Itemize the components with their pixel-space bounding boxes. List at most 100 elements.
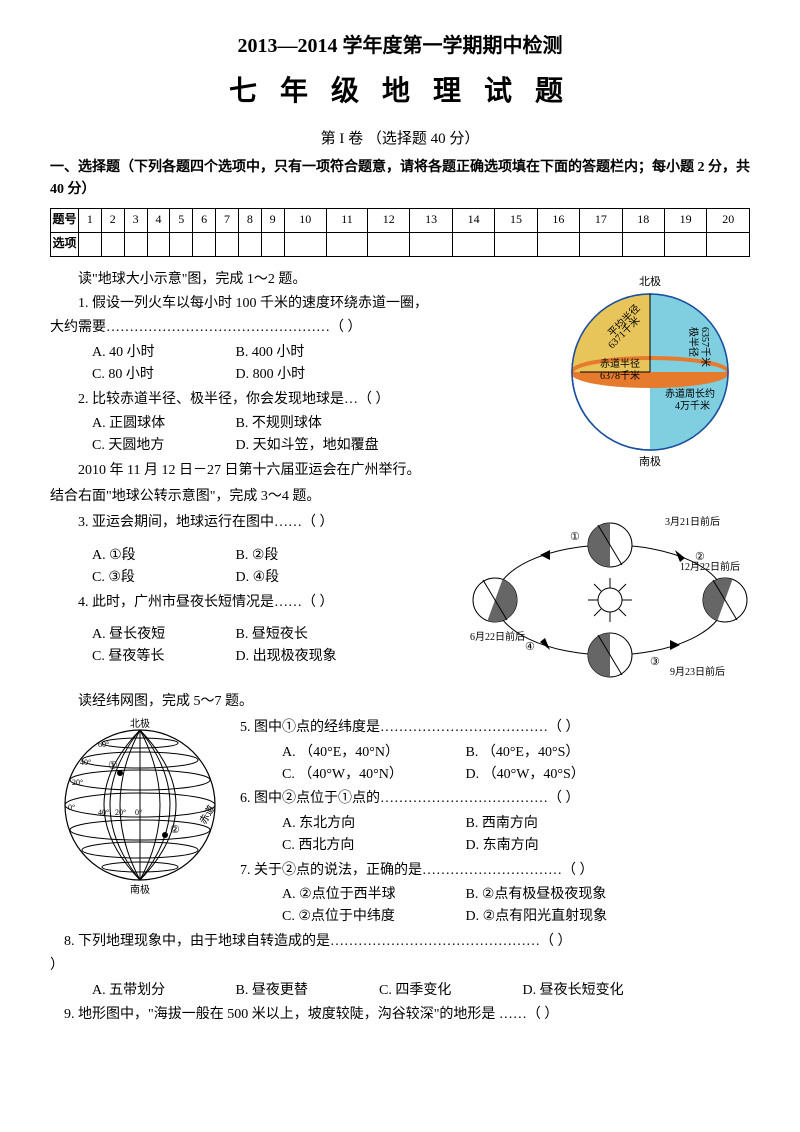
q4-stem: 4. 此时，广州市昼夜长短情况是……（ ） [50,592,470,614]
q7-opt-d: D. ②点有阳光直射现象 [466,906,608,928]
ans-10[interactable] [284,232,326,256]
ans-5[interactable] [170,232,193,256]
ans-20[interactable] [707,232,750,256]
earth-size-diagram: 北极 南极 平均半径 6371千米 极半径 6357千米 赤道半径 6378千米… [550,267,750,467]
ans-13[interactable] [410,232,452,256]
svg-text:6378千米: 6378千米 [600,369,640,382]
q3-stem: 3. 亚运会期间，地球运行在图中……（ ） [50,512,470,534]
q7-opt-b: B. ②点有极昼极夜现象 [466,884,607,906]
svg-text:4万千米: 4万千米 [675,399,710,412]
ans-1[interactable] [79,232,102,256]
svg-text:极半径: 极半径 [687,327,700,357]
q1-stem: 1. 假设一列火车以每小时 100 千米的速度环绕赤道一圈， [50,293,550,315]
svg-text:北极: 北极 [130,717,150,730]
q2-opt-b: B. 不规则球体 [236,413,376,435]
svg-text:赤道半径: 赤道半径 [600,357,640,370]
q9-stem: 9. 地形图中，"海拔一般在 500 米以上，坡度较陡，沟谷较深"的地形是 ……… [50,1004,750,1026]
intro-2b: 结合右面"地球公转示意图"，完成 3～4 题。 [50,486,750,508]
ans-2[interactable] [101,232,124,256]
svg-text:20°: 20° [72,778,83,787]
col-18: 18 [622,208,664,232]
intro-1: 读"地球大小示意"图，完成 1～2 题。 [50,269,550,291]
q4-opt-b: B. 昼短夜长 [236,624,376,646]
q5-stem: 5. 图中①点的经纬度是………………………………（ ） [240,717,750,739]
col-12: 12 [368,208,410,232]
q8-opt-b: B. 昼夜更替 [236,980,376,1002]
ans-3[interactable] [124,232,147,256]
answer-grid: 题号 1 2 3 4 5 6 7 8 9 10 11 12 13 14 15 1… [50,208,750,257]
q7-stem: 7. 关于②点的说法，正确的是…………………………（ ） [240,860,750,882]
answer-grid-header-row: 题号 1 2 3 4 5 6 7 8 9 10 11 12 13 14 15 1… [51,208,750,232]
svg-text:20°: 20° [115,808,126,817]
intro-3: 读经纬网图，完成 5～7 题。 [50,691,750,713]
q2-stem: 2. 比较赤道半径、极半径，你会发现地球是…（ ） [50,389,550,411]
svg-text:60°: 60° [98,740,109,749]
svg-text:③: ③ [650,656,660,668]
q5-opt-a: A. （40°E，40°N） [282,742,462,764]
q8-opt-a: A. 五带划分 [92,980,232,1002]
col-7: 7 [216,208,239,232]
header-title-2: 七 年 级 地 理 试 题 [50,70,750,115]
ans-17[interactable] [580,232,622,256]
svg-text:6月22日前后: 6月22日前后 [470,630,525,643]
q4-opt-c: C. 昼夜等长 [92,646,232,668]
answer-grid-label-2: 选项 [51,232,79,256]
ans-19[interactable] [664,232,706,256]
q7-opt-a: A. ②点位于西半球 [282,884,462,906]
svg-text:北极: 北极 [639,274,661,288]
col-11: 11 [327,208,368,232]
svg-text:赤道周长约: 赤道周长约 [665,387,715,400]
q6-opt-b: B. 西南方向 [466,813,606,835]
ans-8[interactable] [238,232,261,256]
svg-text:0°: 0° [135,808,142,817]
col-19: 19 [664,208,706,232]
col-4: 4 [147,208,170,232]
q1-stem2: 大约需要…………………………………………（ ） [50,317,550,339]
col-3: 3 [124,208,147,232]
header-title-1: 2013—2014 学年度第一学期期中检测 [50,30,750,62]
q7-opt-c: C. ②点位于中纬度 [282,906,462,928]
ans-15[interactable] [495,232,537,256]
svg-text:0°: 0° [68,803,75,812]
q1-opt-c: C. 80 小时 [92,364,232,386]
section-instruction: 一、选择题（下列各题四个选项中，只有一项符合题意，请将各题正确选项填在下面的答题… [50,157,750,202]
q8-stem: 8. 下列地理现象中，由于地球自转造成的是………………………………………（ ） [50,931,750,953]
svg-text:南极: 南极 [130,883,150,895]
col-15: 15 [495,208,537,232]
q5-opt-c: C. （40°W，40°N） [282,764,462,786]
svg-text:①: ① [570,531,580,543]
ans-14[interactable] [452,232,494,256]
q2-opt-d: D. 天如斗笠，地如覆盘 [236,435,379,457]
col-6: 6 [193,208,216,232]
svg-text:④: ④ [525,641,535,653]
q3-opt-a: A. ①段 [92,545,232,567]
svg-text:40°: 40° [98,808,109,817]
col-10: 10 [284,208,326,232]
ans-18[interactable] [622,232,664,256]
q1-opt-d: D. 800 小时 [236,364,376,386]
answer-grid-label-1: 题号 [51,208,79,232]
q3-opt-b: B. ②段 [236,545,376,567]
svg-text:6357千米: 6357千米 [699,327,712,367]
ans-4[interactable] [147,232,170,256]
ans-16[interactable] [537,232,579,256]
col-9: 9 [261,208,284,232]
q3-opt-c: C. ③段 [92,567,232,589]
ans-9[interactable] [261,232,284,256]
svg-text:南极: 南极 [639,454,661,467]
q5-opt-b: B. （40°E，40°S） [466,742,606,764]
q1-opt-b: B. 400 小时 [236,342,376,364]
ans-7[interactable] [216,232,239,256]
q6-opt-d: D. 东南方向 [466,835,606,857]
q6-stem: 6. 图中②点位于①点的………………………………（ ） [240,788,750,810]
col-16: 16 [537,208,579,232]
col-20: 20 [707,208,750,232]
col-8: 8 [238,208,261,232]
q2-opt-a: A. 正圆球体 [92,413,232,435]
col-14: 14 [452,208,494,232]
ans-6[interactable] [193,232,216,256]
svg-text:①: ① [108,760,118,772]
ans-12[interactable] [368,232,410,256]
ans-11[interactable] [327,232,368,256]
svg-text:②: ② [170,824,180,836]
